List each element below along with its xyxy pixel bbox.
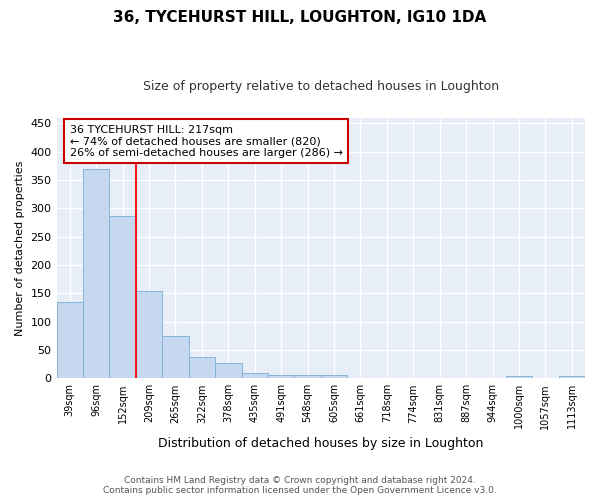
Bar bbox=[295, 376, 321, 378]
Bar bbox=[83, 169, 109, 378]
Bar bbox=[215, 363, 242, 378]
Title: Size of property relative to detached houses in Loughton: Size of property relative to detached ho… bbox=[143, 80, 499, 93]
Bar bbox=[321, 376, 347, 378]
X-axis label: Distribution of detached houses by size in Loughton: Distribution of detached houses by size … bbox=[158, 437, 484, 450]
Bar bbox=[559, 376, 585, 378]
Bar bbox=[268, 375, 295, 378]
Bar bbox=[506, 376, 532, 378]
Bar bbox=[188, 357, 215, 378]
Y-axis label: Number of detached properties: Number of detached properties bbox=[15, 160, 25, 336]
Bar bbox=[242, 372, 268, 378]
Bar bbox=[136, 290, 162, 378]
Bar bbox=[162, 336, 188, 378]
Text: Contains HM Land Registry data © Crown copyright and database right 2024.
Contai: Contains HM Land Registry data © Crown c… bbox=[103, 476, 497, 495]
Bar bbox=[56, 302, 83, 378]
Bar bbox=[109, 216, 136, 378]
Text: 36, TYCEHURST HILL, LOUGHTON, IG10 1DA: 36, TYCEHURST HILL, LOUGHTON, IG10 1DA bbox=[113, 10, 487, 25]
Text: 36 TYCEHURST HILL: 217sqm
← 74% of detached houses are smaller (820)
26% of semi: 36 TYCEHURST HILL: 217sqm ← 74% of detac… bbox=[70, 124, 343, 158]
